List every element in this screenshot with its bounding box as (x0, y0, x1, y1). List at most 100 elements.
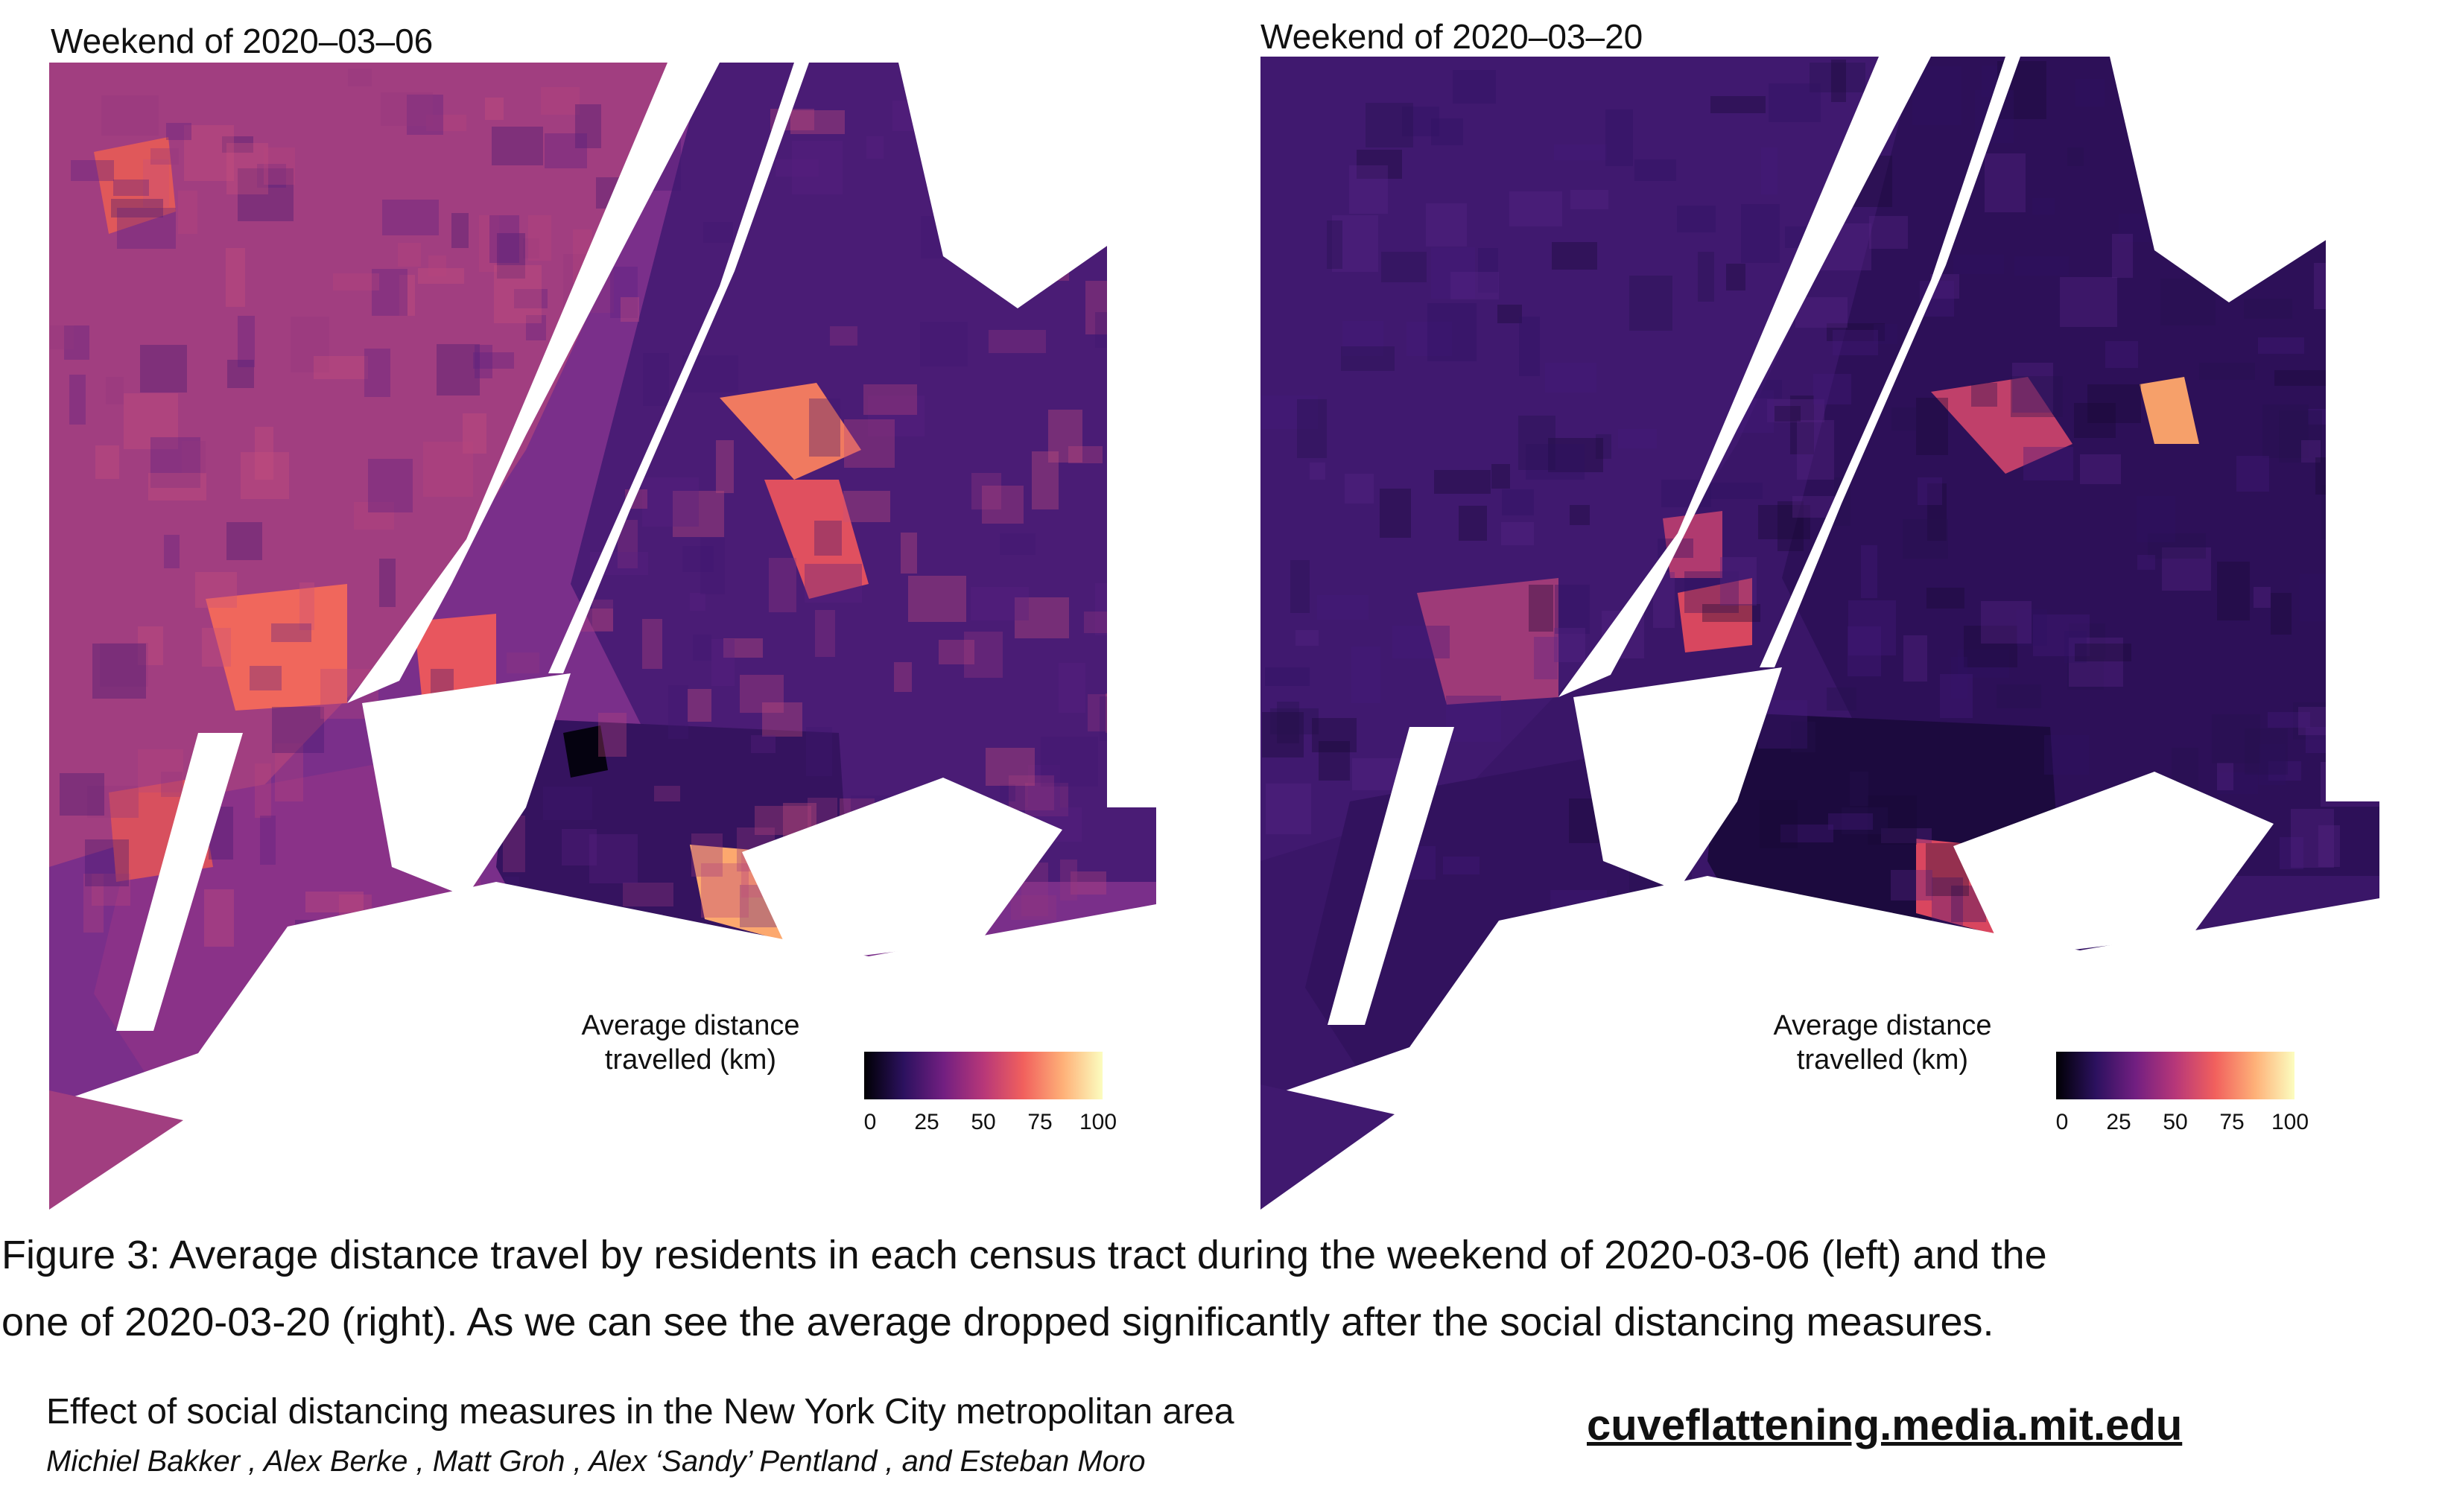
census-tract (1827, 323, 1885, 341)
census-tract (1827, 687, 1856, 711)
census-tract (473, 352, 514, 369)
colorbar-gradient (864, 1052, 1103, 1099)
census-tract (986, 748, 1035, 786)
census-tract (1891, 407, 1917, 431)
census-tract (148, 473, 206, 501)
legend-tick: 50 (971, 1110, 996, 1134)
census-tract (1402, 107, 1439, 136)
census-tract (562, 829, 597, 865)
census-tract (1431, 247, 1475, 299)
census-tract (1710, 483, 1763, 499)
census-tract (1295, 630, 1319, 646)
census-tract (1310, 463, 1325, 480)
census-tract (1869, 216, 1908, 249)
panel-title-left: Weekend of 2020–03–06 (51, 22, 434, 60)
census-tract (1951, 657, 1967, 699)
census-tract (2258, 337, 2304, 354)
census-tract (844, 419, 895, 468)
census-tract (740, 675, 784, 713)
census-tract (164, 535, 180, 568)
census-tract (1918, 477, 1942, 505)
census-tract (623, 883, 673, 906)
census-tract (227, 360, 254, 388)
census-tract (95, 445, 119, 479)
census-tract (202, 628, 231, 667)
census-tract (195, 572, 237, 608)
census-tract (1317, 595, 1369, 620)
census-tract (451, 213, 469, 248)
footer-url-link[interactable]: cuveflattening.media.mit.edu (1587, 1401, 2183, 1449)
lower-bay (1260, 876, 2379, 1210)
census-tract (526, 315, 546, 340)
census-tract (1605, 109, 1633, 166)
census-tract (372, 269, 407, 316)
census-tract (2301, 440, 2321, 463)
census-tract (2244, 299, 2292, 319)
census-tract (101, 95, 159, 136)
caption-line-1: Figure 3: Average distance travel by res… (1, 1233, 2047, 1277)
census-tract (2074, 403, 2116, 438)
census-tract (222, 136, 253, 153)
census-tract (1831, 60, 1846, 102)
census-tract (1997, 684, 2041, 708)
census-tract (1927, 483, 1947, 541)
census-tract (693, 635, 711, 661)
census-tract (2075, 79, 2105, 107)
census-tract (790, 110, 845, 134)
census-tract (868, 396, 925, 436)
census-tract (2254, 587, 2271, 608)
census-tract (117, 208, 176, 249)
census-tract (1698, 252, 1714, 302)
census-tract (407, 95, 443, 135)
census-tract (1758, 505, 1810, 539)
census-tract (806, 727, 832, 776)
census-tract (866, 136, 884, 159)
census-tract (1025, 783, 1068, 816)
census-tract (1453, 70, 1496, 104)
census-tract (494, 265, 542, 323)
census-tract (1848, 600, 1896, 655)
census-tract (2017, 609, 2047, 646)
census-tract (2274, 370, 2332, 386)
hotspot (1663, 511, 1722, 578)
census-tract (1526, 444, 1585, 480)
census-tract (2067, 656, 2104, 690)
census-tract (418, 268, 464, 284)
census-tract (314, 356, 368, 379)
census-tract (381, 92, 433, 126)
census-tract (1028, 765, 1060, 807)
long-island-sound (898, 63, 1156, 308)
arthur-kill (116, 733, 243, 1031)
census-tract (1810, 63, 1865, 92)
census-tract (138, 749, 183, 792)
legend-tick: 100 (1079, 1110, 1117, 1134)
caption-line-2: one of 2020-03-20 (right). As we can see… (1, 1300, 1994, 1344)
census-tract (2245, 728, 2288, 775)
census-tract (1501, 522, 1534, 545)
census-tract (805, 564, 862, 603)
legend-title-line1: Average distance (1773, 1010, 1992, 1041)
census-tract (226, 143, 268, 194)
census-tract (1554, 144, 1607, 160)
census-tract (271, 623, 311, 642)
census-tract (2067, 147, 2084, 166)
census-tract (1710, 96, 1766, 113)
census-tract (1071, 871, 1106, 895)
census-tract (2268, 761, 2301, 781)
hotspot (1931, 377, 2072, 474)
census-tract (69, 375, 86, 425)
legend-tick: 25 (914, 1110, 939, 1134)
legend-tick: 0 (863, 1110, 877, 1134)
arthur-kill (1328, 727, 1454, 1025)
census-tract (166, 123, 191, 140)
census-tract (920, 322, 968, 366)
census-tract (1084, 612, 1110, 633)
census-tract (1009, 775, 1054, 810)
census-tract (492, 127, 543, 165)
census-tract (1868, 795, 1917, 845)
legend-title-left: Average distance travelled (km) (568, 1008, 814, 1077)
upper-bay (362, 673, 571, 897)
census-tract (2217, 763, 2233, 790)
census-tract (703, 222, 733, 243)
census-tract (690, 593, 705, 611)
